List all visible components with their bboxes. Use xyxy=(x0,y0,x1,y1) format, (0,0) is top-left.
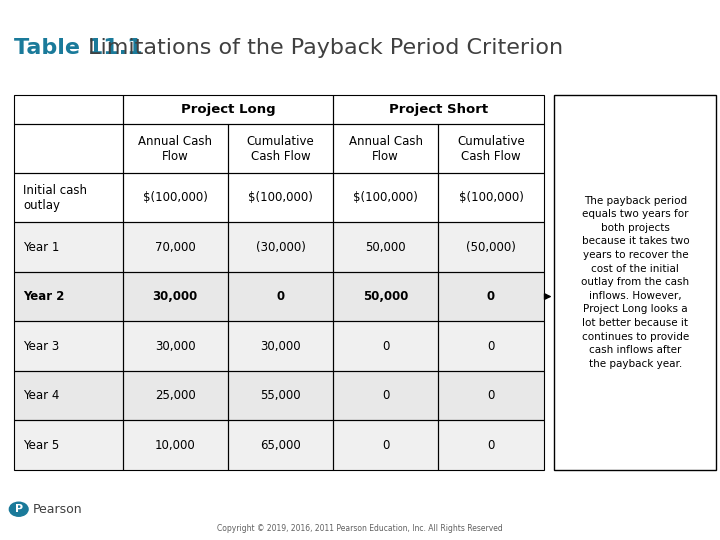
Text: 50,000: 50,000 xyxy=(363,290,408,303)
Text: 25,000: 25,000 xyxy=(155,389,196,402)
Text: 0: 0 xyxy=(487,340,495,353)
Text: Project Short: Project Short xyxy=(389,103,488,116)
Text: 30,000: 30,000 xyxy=(260,340,301,353)
Text: Table 11.1: Table 11.1 xyxy=(14,38,143,58)
Text: 0: 0 xyxy=(276,290,284,303)
Text: 55,000: 55,000 xyxy=(260,389,301,402)
Text: Project Long: Project Long xyxy=(181,103,275,116)
Text: $(100,000): $(100,000) xyxy=(354,191,418,204)
Text: 0: 0 xyxy=(382,389,390,402)
Text: Pearson: Pearson xyxy=(33,503,83,516)
Text: The payback period
equals two years for
both projects
because it takes two
years: The payback period equals two years for … xyxy=(581,195,690,369)
Text: Limitations of the Payback Period Criterion: Limitations of the Payback Period Criter… xyxy=(81,38,564,58)
Text: 30,000: 30,000 xyxy=(155,340,196,353)
Text: (30,000): (30,000) xyxy=(256,240,305,254)
Text: Annual Cash
Flow: Annual Cash Flow xyxy=(138,134,212,163)
Text: 30,000: 30,000 xyxy=(153,290,198,303)
Text: 50,000: 50,000 xyxy=(366,240,406,254)
Text: 0: 0 xyxy=(487,389,495,402)
Text: 10,000: 10,000 xyxy=(155,438,196,451)
Text: 65,000: 65,000 xyxy=(260,438,301,451)
Text: Cumulative
Cash Flow: Cumulative Cash Flow xyxy=(247,134,315,163)
Text: Year 2: Year 2 xyxy=(23,290,64,303)
Text: 0: 0 xyxy=(487,438,495,451)
Text: P: P xyxy=(14,504,23,514)
Text: $(100,000): $(100,000) xyxy=(143,191,207,204)
Text: 0: 0 xyxy=(382,438,390,451)
Text: 70,000: 70,000 xyxy=(155,240,196,254)
Text: Year 3: Year 3 xyxy=(23,340,59,353)
Text: 0: 0 xyxy=(382,340,390,353)
Text: $(100,000): $(100,000) xyxy=(248,191,313,204)
Text: Annual Cash
Flow: Annual Cash Flow xyxy=(348,134,423,163)
Text: Year 4: Year 4 xyxy=(23,389,60,402)
Text: Year 5: Year 5 xyxy=(23,438,59,451)
Text: Initial cash
outlay: Initial cash outlay xyxy=(23,184,87,212)
Text: (50,000): (50,000) xyxy=(466,240,516,254)
Text: 0: 0 xyxy=(487,290,495,303)
Text: Year 1: Year 1 xyxy=(23,240,60,254)
Text: Cumulative
Cash Flow: Cumulative Cash Flow xyxy=(457,134,525,163)
Text: $(100,000): $(100,000) xyxy=(459,191,523,204)
Text: Copyright © 2019, 2016, 2011 Pearson Education, Inc. All Rights Reserved: Copyright © 2019, 2016, 2011 Pearson Edu… xyxy=(217,524,503,532)
